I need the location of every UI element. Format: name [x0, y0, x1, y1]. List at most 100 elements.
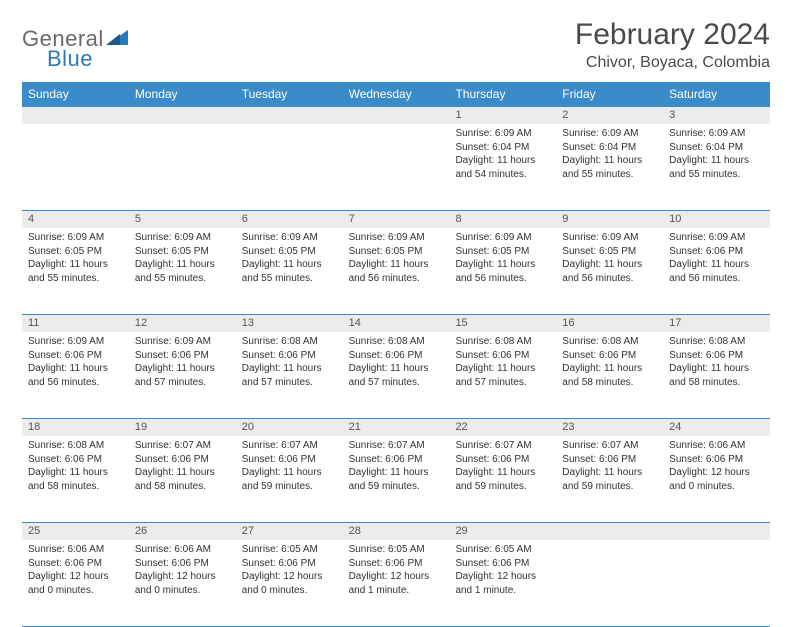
- day-cell: Sunrise: 6:08 AMSunset: 6:06 PMDaylight:…: [663, 332, 770, 418]
- day-details: Sunrise: 6:05 AMSunset: 6:06 PMDaylight:…: [236, 540, 343, 602]
- logo-text-blue: Blue: [47, 46, 93, 72]
- day-cell: Sunrise: 6:08 AMSunset: 6:06 PMDaylight:…: [22, 436, 129, 522]
- day-number: 28: [343, 523, 450, 540]
- day-number: 27: [236, 523, 343, 540]
- day-cell: Sunrise: 6:09 AMSunset: 6:05 PMDaylight:…: [556, 228, 663, 314]
- weekday-header: Saturday: [663, 82, 770, 106]
- day-cell: Sunrise: 6:09 AMSunset: 6:05 PMDaylight:…: [22, 228, 129, 314]
- day-details: Sunrise: 6:08 AMSunset: 6:06 PMDaylight:…: [343, 332, 450, 394]
- day-number: 24: [663, 419, 770, 436]
- day-cell: Sunrise: 6:09 AMSunset: 6:05 PMDaylight:…: [449, 228, 556, 314]
- day-details: Sunrise: 6:09 AMSunset: 6:06 PMDaylight:…: [129, 332, 236, 394]
- day-number: 14: [343, 315, 450, 332]
- weekday-header: Tuesday: [236, 82, 343, 106]
- day-cell: Sunrise: 6:08 AMSunset: 6:06 PMDaylight:…: [449, 332, 556, 418]
- day-details: Sunrise: 6:07 AMSunset: 6:06 PMDaylight:…: [449, 436, 556, 498]
- day-cell: Sunrise: 6:08 AMSunset: 6:06 PMDaylight:…: [343, 332, 450, 418]
- day-number: [343, 107, 450, 124]
- header: General Blue February 2024 Chivor, Boyac…: [22, 18, 770, 72]
- day-cell: [236, 124, 343, 210]
- day-number: 12: [129, 315, 236, 332]
- day-cell: Sunrise: 6:08 AMSunset: 6:06 PMDaylight:…: [236, 332, 343, 418]
- day-number: 9: [556, 211, 663, 228]
- day-details: Sunrise: 6:06 AMSunset: 6:06 PMDaylight:…: [663, 436, 770, 498]
- day-details: Sunrise: 6:09 AMSunset: 6:05 PMDaylight:…: [129, 228, 236, 290]
- day-number: 22: [449, 419, 556, 436]
- day-number: 25: [22, 523, 129, 540]
- day-details: Sunrise: 6:07 AMSunset: 6:06 PMDaylight:…: [236, 436, 343, 498]
- day-cell: Sunrise: 6:09 AMSunset: 6:04 PMDaylight:…: [556, 124, 663, 210]
- day-details: Sunrise: 6:09 AMSunset: 6:05 PMDaylight:…: [22, 228, 129, 290]
- day-number: 2: [556, 107, 663, 124]
- logo-triangle-icon: [106, 28, 130, 51]
- logo: General Blue: [22, 18, 130, 52]
- day-details: Sunrise: 6:09 AMSunset: 6:05 PMDaylight:…: [556, 228, 663, 290]
- day-cell: Sunrise: 6:09 AMSunset: 6:06 PMDaylight:…: [129, 332, 236, 418]
- day-number: 16: [556, 315, 663, 332]
- day-details: Sunrise: 6:05 AMSunset: 6:06 PMDaylight:…: [449, 540, 556, 602]
- day-details: Sunrise: 6:08 AMSunset: 6:06 PMDaylight:…: [556, 332, 663, 394]
- day-details: Sunrise: 6:09 AMSunset: 6:06 PMDaylight:…: [663, 228, 770, 290]
- day-details: Sunrise: 6:08 AMSunset: 6:06 PMDaylight:…: [22, 436, 129, 498]
- day-number: 17: [663, 315, 770, 332]
- weekday-header: Friday: [556, 82, 663, 106]
- day-details: Sunrise: 6:09 AMSunset: 6:05 PMDaylight:…: [343, 228, 450, 290]
- location-text: Chivor, Boyaca, Colombia: [575, 54, 770, 72]
- week-row: Sunrise: 6:06 AMSunset: 6:06 PMDaylight:…: [22, 540, 770, 627]
- day-cell: Sunrise: 6:06 AMSunset: 6:06 PMDaylight:…: [129, 540, 236, 626]
- day-details: Sunrise: 6:09 AMSunset: 6:04 PMDaylight:…: [556, 124, 663, 186]
- day-cell: [343, 124, 450, 210]
- day-number: 15: [449, 315, 556, 332]
- day-cell: Sunrise: 6:09 AMSunset: 6:05 PMDaylight:…: [236, 228, 343, 314]
- day-number: [22, 107, 129, 124]
- title-block: February 2024 Chivor, Boyaca, Colombia: [575, 18, 770, 72]
- day-number: [129, 107, 236, 124]
- day-number: 4: [22, 211, 129, 228]
- day-number: 23: [556, 419, 663, 436]
- day-cell: Sunrise: 6:09 AMSunset: 6:06 PMDaylight:…: [22, 332, 129, 418]
- day-cell: [663, 540, 770, 626]
- day-details: Sunrise: 6:09 AMSunset: 6:04 PMDaylight:…: [449, 124, 556, 186]
- day-cell: Sunrise: 6:05 AMSunset: 6:06 PMDaylight:…: [449, 540, 556, 626]
- day-details: Sunrise: 6:07 AMSunset: 6:06 PMDaylight:…: [129, 436, 236, 498]
- day-details: Sunrise: 6:09 AMSunset: 6:06 PMDaylight:…: [22, 332, 129, 394]
- day-number: [556, 523, 663, 540]
- day-cell: Sunrise: 6:07 AMSunset: 6:06 PMDaylight:…: [556, 436, 663, 522]
- weekday-header: Thursday: [449, 82, 556, 106]
- weekday-header-row: SundayMondayTuesdayWednesdayThursdayFrid…: [22, 82, 770, 106]
- calendar-grid: SundayMondayTuesdayWednesdayThursdayFrid…: [22, 82, 770, 627]
- day-number: 6: [236, 211, 343, 228]
- day-cell: Sunrise: 6:07 AMSunset: 6:06 PMDaylight:…: [129, 436, 236, 522]
- day-cell: Sunrise: 6:08 AMSunset: 6:06 PMDaylight:…: [556, 332, 663, 418]
- day-details: Sunrise: 6:09 AMSunset: 6:05 PMDaylight:…: [236, 228, 343, 290]
- day-cell: Sunrise: 6:09 AMSunset: 6:05 PMDaylight:…: [129, 228, 236, 314]
- day-number: 7: [343, 211, 450, 228]
- day-cell: Sunrise: 6:09 AMSunset: 6:04 PMDaylight:…: [449, 124, 556, 210]
- day-number: 20: [236, 419, 343, 436]
- weekday-header: Monday: [129, 82, 236, 106]
- day-number: [663, 523, 770, 540]
- week-row: Sunrise: 6:08 AMSunset: 6:06 PMDaylight:…: [22, 436, 770, 522]
- day-number: 19: [129, 419, 236, 436]
- day-details: Sunrise: 6:08 AMSunset: 6:06 PMDaylight:…: [449, 332, 556, 394]
- day-number: 21: [343, 419, 450, 436]
- day-cell: Sunrise: 6:07 AMSunset: 6:06 PMDaylight:…: [343, 436, 450, 522]
- day-cell: [556, 540, 663, 626]
- day-cell: Sunrise: 6:09 AMSunset: 6:04 PMDaylight:…: [663, 124, 770, 210]
- day-number: 5: [129, 211, 236, 228]
- day-number: 8: [449, 211, 556, 228]
- day-cell: Sunrise: 6:06 AMSunset: 6:06 PMDaylight:…: [22, 540, 129, 626]
- day-number: 1: [449, 107, 556, 124]
- day-cell: Sunrise: 6:05 AMSunset: 6:06 PMDaylight:…: [343, 540, 450, 626]
- week-row: Sunrise: 6:09 AMSunset: 6:04 PMDaylight:…: [22, 124, 770, 210]
- day-cell: Sunrise: 6:09 AMSunset: 6:06 PMDaylight:…: [663, 228, 770, 314]
- day-details: Sunrise: 6:07 AMSunset: 6:06 PMDaylight:…: [343, 436, 450, 498]
- day-number: 13: [236, 315, 343, 332]
- week-row: Sunrise: 6:09 AMSunset: 6:06 PMDaylight:…: [22, 332, 770, 418]
- day-cell: Sunrise: 6:09 AMSunset: 6:05 PMDaylight:…: [343, 228, 450, 314]
- day-details: Sunrise: 6:05 AMSunset: 6:06 PMDaylight:…: [343, 540, 450, 602]
- day-number: 11: [22, 315, 129, 332]
- day-details: Sunrise: 6:06 AMSunset: 6:06 PMDaylight:…: [22, 540, 129, 602]
- day-number: 10: [663, 211, 770, 228]
- day-cell: [129, 124, 236, 210]
